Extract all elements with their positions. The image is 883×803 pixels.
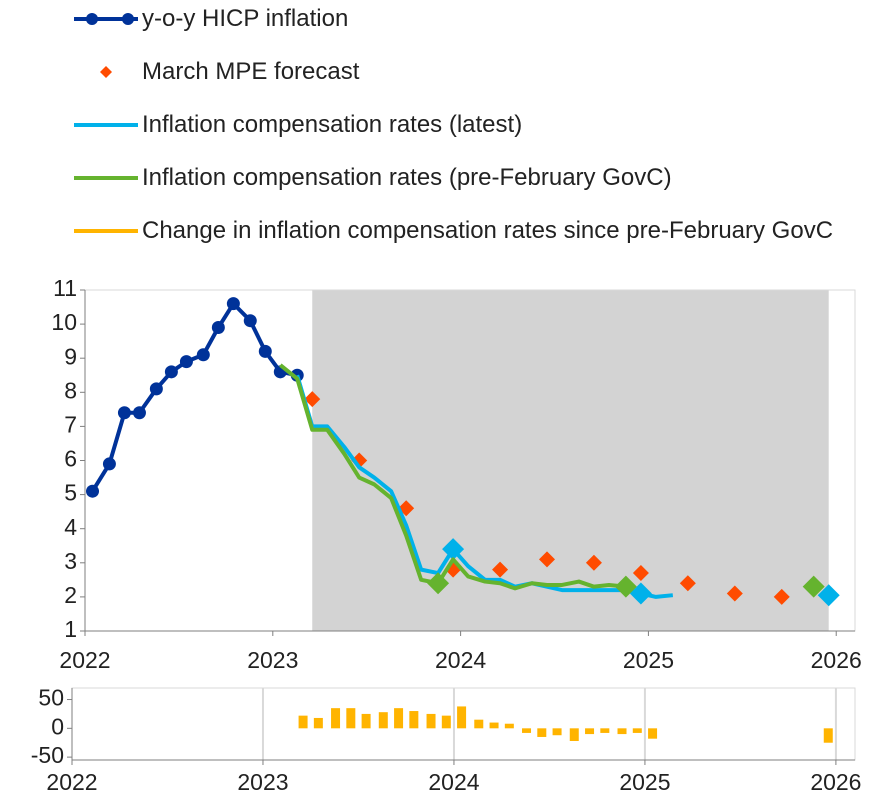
- point-marker: [117, 406, 131, 420]
- legend-swatch: [74, 176, 138, 180]
- forecast-marker: [585, 554, 602, 571]
- legend-entry: March MPE forecast: [70, 57, 860, 86]
- big-marker: [442, 538, 465, 561]
- bar: [569, 728, 579, 741]
- bar: [441, 715, 451, 729]
- shaded-area: [312, 290, 829, 631]
- legend-swatch: [74, 123, 138, 127]
- forecast-marker: [539, 551, 555, 568]
- y-tick-label: 5: [64, 480, 77, 506]
- bar: [552, 728, 562, 736]
- legend-marker: [86, 13, 98, 25]
- bar: [346, 708, 356, 729]
- bar: [313, 717, 323, 729]
- forecast-marker: [679, 575, 696, 592]
- y-tick-label: 8: [64, 377, 77, 403]
- legend-label: Inflation compensation rates (pre-Februa…: [142, 164, 672, 191]
- legend-marker: [122, 13, 134, 25]
- bar: [537, 728, 547, 737]
- bar: [489, 722, 499, 729]
- y-tick-label: 2: [64, 582, 77, 608]
- legend-swatch: [74, 229, 138, 233]
- x-tick-label: 2023: [237, 769, 288, 795]
- y-tick-label: 0: [51, 713, 64, 739]
- point-marker: [132, 406, 146, 420]
- point-marker: [164, 365, 178, 379]
- legend-entry: y-o-y HICP inflation: [70, 4, 860, 33]
- x-tick-label: 2026: [811, 647, 862, 673]
- point-marker: [226, 297, 240, 311]
- x-tick-label: 2025: [619, 769, 670, 795]
- y-tick-label: 6: [64, 446, 77, 472]
- bar: [361, 713, 371, 729]
- legend: y-o-y HICP inflation March MPE forecast In…: [70, 4, 860, 269]
- x-tick-label: 2022: [59, 647, 110, 673]
- point-marker: [86, 484, 100, 498]
- y-tick-label: 10: [51, 309, 77, 335]
- legend-label: y-o-y HICP inflation: [142, 5, 349, 32]
- legend-label: Change in inflation compensation rates s…: [142, 217, 834, 244]
- point-marker: [196, 348, 210, 362]
- forecast-marker: [773, 588, 790, 605]
- bar: [409, 711, 419, 729]
- x-tick-label: 2026: [810, 769, 861, 795]
- legend-entry: Change in inflation compensation rates s…: [70, 216, 860, 245]
- x-tick-label: 2025: [623, 647, 674, 673]
- x-tick-label: 2022: [46, 769, 97, 795]
- legend-label: March MPE forecast: [142, 58, 360, 85]
- forecast-marker: [351, 452, 368, 469]
- legend-marker: [100, 66, 112, 78]
- bar: [648, 728, 658, 739]
- x-tick-label: 2024: [435, 647, 486, 673]
- forecast-marker: [632, 565, 649, 582]
- point-marker: [102, 457, 116, 471]
- y-tick-label: 4: [64, 514, 77, 540]
- forecast-marker: [304, 391, 321, 408]
- x-tick-label: 2024: [428, 769, 479, 795]
- forecast-marker: [492, 561, 509, 578]
- point-marker: [273, 365, 287, 379]
- big-marker: [427, 572, 450, 595]
- point-marker: [149, 382, 163, 396]
- bar: [378, 712, 388, 729]
- point-marker: [179, 355, 193, 369]
- series-line: [90, 301, 298, 493]
- y-tick-label: 11: [53, 275, 77, 301]
- bar: [823, 728, 833, 743]
- bar: [474, 719, 484, 729]
- big-marker: [802, 575, 825, 598]
- point-marker: [243, 314, 257, 328]
- bar: [331, 708, 341, 729]
- legend-label: Inflation compensation rates (latest): [142, 111, 523, 138]
- forecast-marker: [726, 585, 743, 602]
- y-tick-label: 3: [64, 548, 77, 574]
- legend-swatch: [74, 13, 138, 25]
- bar: [504, 723, 514, 729]
- y-tick-label: 9: [64, 343, 77, 369]
- legend-swatch: [100, 66, 112, 78]
- bar: [426, 713, 436, 729]
- bar: [617, 728, 627, 735]
- bar: [522, 728, 532, 733]
- bar: [298, 715, 308, 729]
- y-tick-label: 7: [64, 411, 77, 437]
- legend-entry: Inflation compensation rates (latest): [70, 110, 860, 139]
- x-tick-label: 2023: [247, 647, 298, 673]
- bar: [632, 728, 642, 733]
- y-tick-label: -50: [31, 742, 64, 768]
- big-marker: [817, 584, 840, 607]
- big-marker: [614, 575, 637, 598]
- y-tick-label: 50: [38, 685, 64, 711]
- point-marker: [211, 321, 225, 335]
- legend-entry: Inflation compensation rates (pre-Februa…: [70, 163, 860, 192]
- y-tick-label: 1: [64, 616, 77, 642]
- point-marker: [258, 344, 272, 358]
- bar: [457, 706, 467, 729]
- bar: [585, 728, 595, 735]
- bar: [600, 728, 610, 733]
- bar: [394, 708, 404, 729]
